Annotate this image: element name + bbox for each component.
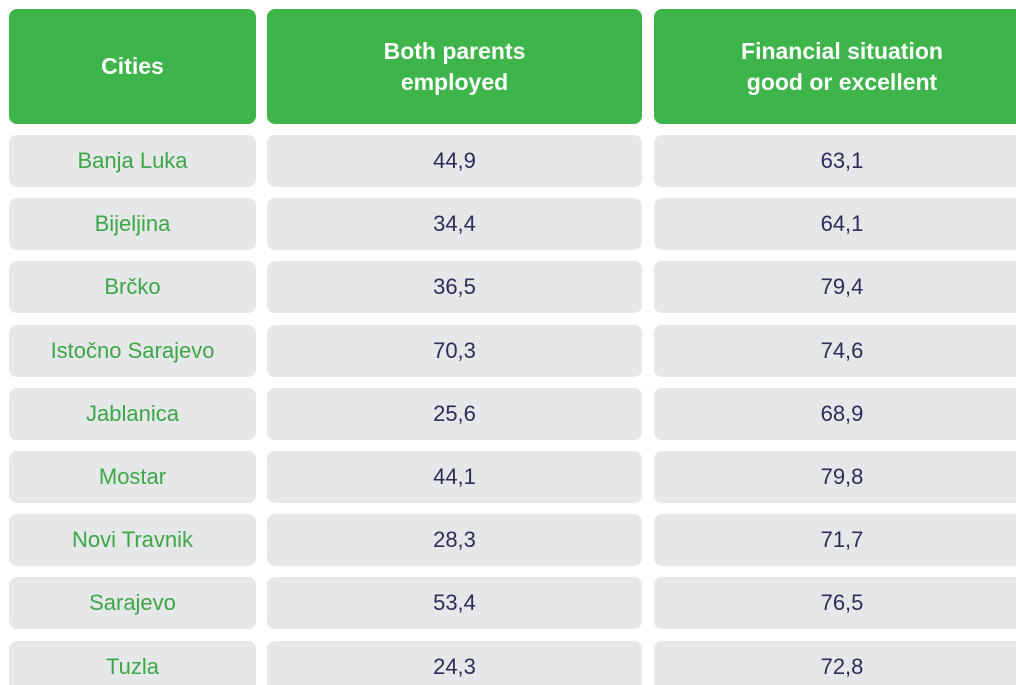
value-cell: 25,6 [267, 387, 642, 440]
cell-text: Cities [101, 53, 164, 79]
city-cell: Mostar [9, 451, 256, 503]
value-cell: 79,4 [654, 261, 1016, 314]
cell-text: Bijeljina [94, 211, 171, 237]
city-cell: Jablanica [9, 387, 256, 440]
cell-text: 63,1 [820, 148, 864, 173]
cell-text: 70,3 [433, 337, 476, 363]
city-cell: Novi Travnik [9, 514, 256, 567]
value-cell: 34,4 [267, 198, 642, 251]
cell-text: 36,5 [433, 274, 476, 300]
value-cell: 44,9 [267, 135, 642, 187]
value-cell: 68,9 [654, 387, 1016, 440]
cell-text: 44,1 [433, 464, 476, 489]
cell-text: 34,4 [433, 211, 476, 237]
value-cell: 44,1 [267, 451, 642, 503]
value-cell: 72,8 [654, 640, 1016, 685]
cell-text: 44,9 [433, 148, 476, 173]
city-cell: Bijeljina [9, 198, 256, 251]
cell-text: Tuzla [106, 653, 159, 679]
value-cell: 64,1 [654, 198, 1016, 251]
cell-text: Banja Luka [77, 148, 188, 173]
cell-text: 64,1 [820, 211, 864, 237]
cell-text: 76,5 [820, 590, 864, 616]
cell-text: Brčko [104, 274, 161, 300]
value-cell: 70,3 [267, 324, 642, 377]
cell-text: 24,3 [433, 653, 476, 679]
header-cell: Cities [9, 9, 256, 124]
city-cell: Tuzla [9, 640, 256, 685]
cell-text: 28,3 [433, 527, 476, 553]
cell-text: Istočno Sarajevo [50, 337, 215, 363]
cell-text: Novi Travnik [71, 527, 194, 553]
value-cell: 71,7 [654, 514, 1016, 567]
value-cell: 76,5 [654, 577, 1016, 630]
cell-text: Both parents employed [383, 37, 526, 95]
cell-text: 68,9 [820, 400, 864, 426]
cell-text: Sarajevo [89, 590, 176, 616]
value-cell: 24,3 [267, 640, 642, 685]
value-cell: 28,3 [267, 514, 642, 567]
value-cell: 36,5 [267, 261, 642, 314]
cell-text: 72,8 [820, 653, 864, 679]
header-cell: Financial situation good or excellent [654, 9, 1016, 124]
city-cell: Sarajevo [9, 577, 256, 630]
value-cell: 79,8 [654, 451, 1016, 503]
cell-text: 25,6 [433, 400, 476, 426]
cell-text: 74,6 [820, 337, 864, 363]
city-cell: Istočno Sarajevo [9, 324, 256, 377]
cell-text: 71,7 [820, 527, 864, 553]
value-cell: 74,6 [654, 324, 1016, 377]
value-cell: 63,1 [654, 135, 1016, 187]
cell-text: 79,4 [820, 274, 864, 300]
city-cell: Brčko [9, 261, 256, 314]
city-cell: Banja Luka [9, 135, 256, 187]
value-cell: 53,4 [267, 577, 642, 630]
header-cell: Both parents employed [267, 9, 642, 124]
cell-text: Financial situation good or excellent [741, 37, 943, 95]
cell-text: 79,8 [820, 464, 864, 489]
cell-text: Jablanica [86, 400, 179, 426]
cell-text: Mostar [98, 464, 167, 489]
cell-text: 53,4 [433, 590, 476, 616]
